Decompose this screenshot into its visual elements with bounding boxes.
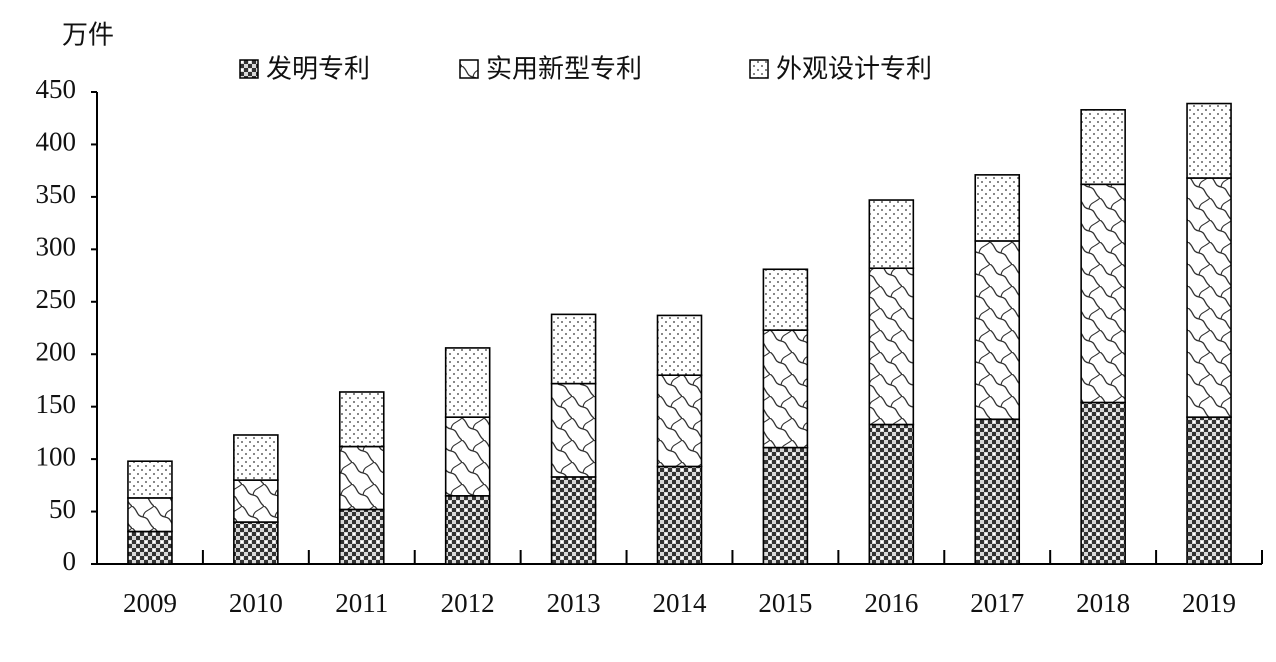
y-tick-label: 200 [36,336,77,366]
bar-segment [338,508,385,565]
bar-segment [656,314,703,376]
bar-segment [868,267,915,426]
bar-segment [656,465,703,565]
bar-segment [338,391,385,448]
legend-label: 外观设计专利 [776,55,932,85]
bar-segment [233,434,279,481]
x-tick-label: 2013 [547,588,601,618]
legend: 发明专利 实用新型专利 外观设计专利 [239,55,932,85]
bar-segment [1186,177,1232,418]
y-tick-label: 0 [63,546,77,576]
legend-label: 实用新型专利 [486,55,642,85]
y-axis-label: 万件 [62,21,114,51]
x-tick-label: 2019 [1182,588,1236,618]
bar-segment [444,347,491,418]
legend-swatch [239,59,259,79]
bar-segment [656,374,703,468]
bar-segment [1080,183,1126,404]
bar-segment [550,313,597,385]
bar-segment [127,497,173,533]
x-tick-label: 2017 [970,588,1024,618]
bar-segment [1080,401,1126,565]
bar-segment [550,382,597,478]
bar-segment [127,530,173,565]
bar-segment [233,521,279,565]
legend-swatch [459,59,479,79]
x-tick-label: 2011 [335,588,388,618]
x-tick-label: 2012 [441,588,495,618]
x-tick-label: 2018 [1076,588,1130,618]
y-tick-label: 400 [36,127,77,157]
legend-swatch [749,59,769,79]
x-tick-label: 2014 [653,588,708,618]
bar-segment [974,174,1021,242]
bar-segment [762,329,809,449]
y-tick-label: 450 [36,74,77,104]
bar-segment [550,476,597,565]
y-tick-label: 150 [36,389,77,419]
legend-label: 发明专利 [266,55,370,85]
bar-segment [868,199,915,270]
bar-segment [127,460,173,499]
bar-segment [762,446,809,565]
bar-segment [762,268,809,331]
y-tick-label: 350 [36,179,77,209]
bar-segment [1186,416,1232,565]
y-tick-label: 250 [36,284,77,314]
bar-segment [1080,109,1126,186]
x-tick-label: 2016 [864,588,918,618]
bar-segment [444,495,491,565]
bar-segment [444,416,491,497]
bar-segment [338,445,385,511]
bar-segment [974,240,1021,421]
y-tick-label: 50 [49,494,76,524]
x-tick-label: 2010 [229,588,283,618]
y-tick-label: 100 [36,441,77,471]
x-tick-label: 2015 [758,588,812,618]
bar-segment [233,479,279,523]
y-tick-label: 300 [36,232,77,262]
bar-segment [974,418,1021,565]
x-tick-label: 2009 [123,588,177,618]
bar-segment [868,423,915,565]
bar-segment [1186,102,1232,179]
